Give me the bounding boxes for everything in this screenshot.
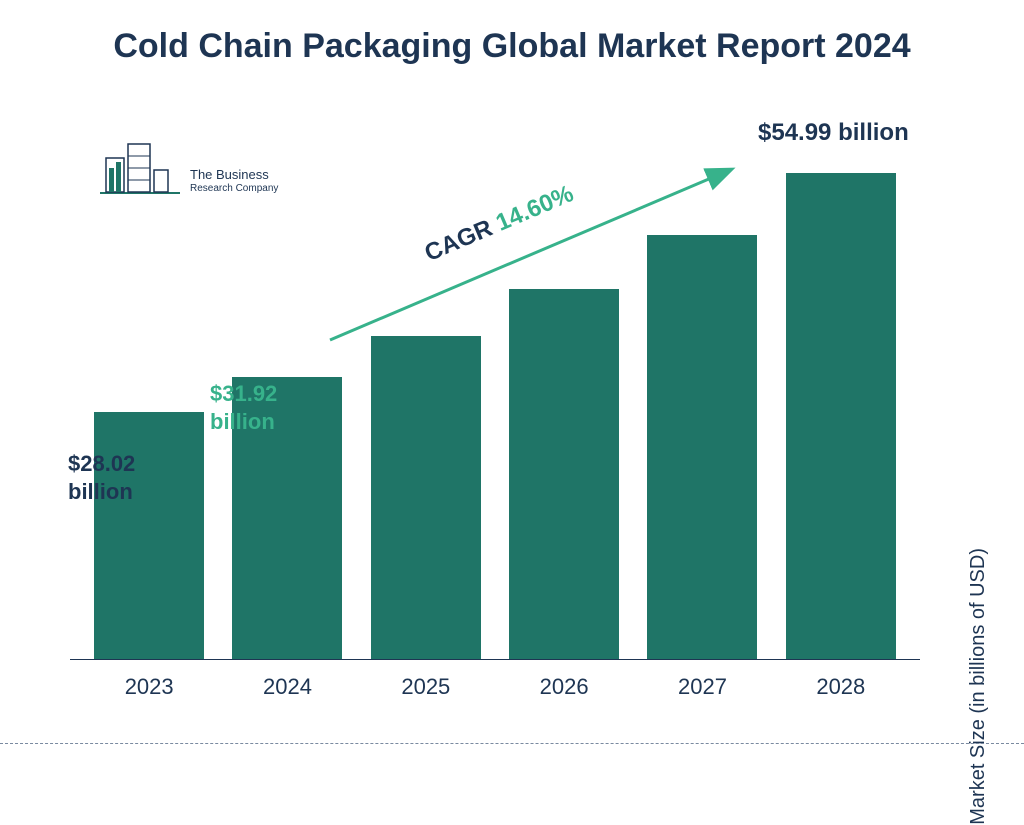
x-label: 2025 bbox=[357, 666, 495, 700]
bar-wrap bbox=[772, 173, 910, 659]
value-label: $54.99 billion bbox=[758, 118, 909, 148]
x-label: 2026 bbox=[495, 666, 633, 700]
bar bbox=[371, 336, 481, 659]
chart-title: Cold Chain Packaging Global Market Repor… bbox=[0, 24, 1024, 68]
value-label: $31.92billion bbox=[210, 380, 277, 435]
bar bbox=[647, 235, 757, 659]
x-label: 2028 bbox=[772, 666, 910, 700]
bar bbox=[509, 289, 619, 659]
x-label: 2024 bbox=[218, 666, 356, 700]
bar-wrap bbox=[495, 289, 633, 659]
x-axis-labels: 202320242025202620272028 bbox=[70, 666, 920, 700]
x-label: 2027 bbox=[633, 666, 771, 700]
bar-wrap bbox=[633, 235, 771, 659]
value-label: $28.02billion bbox=[68, 450, 135, 505]
bar-wrap bbox=[80, 412, 218, 660]
y-axis-title: Market Size (in billions of USD) bbox=[967, 548, 990, 825]
bar bbox=[94, 412, 204, 660]
x-label: 2023 bbox=[80, 666, 218, 700]
bottom-divider bbox=[0, 743, 1024, 744]
bar-wrap bbox=[357, 336, 495, 659]
bar bbox=[786, 173, 896, 659]
